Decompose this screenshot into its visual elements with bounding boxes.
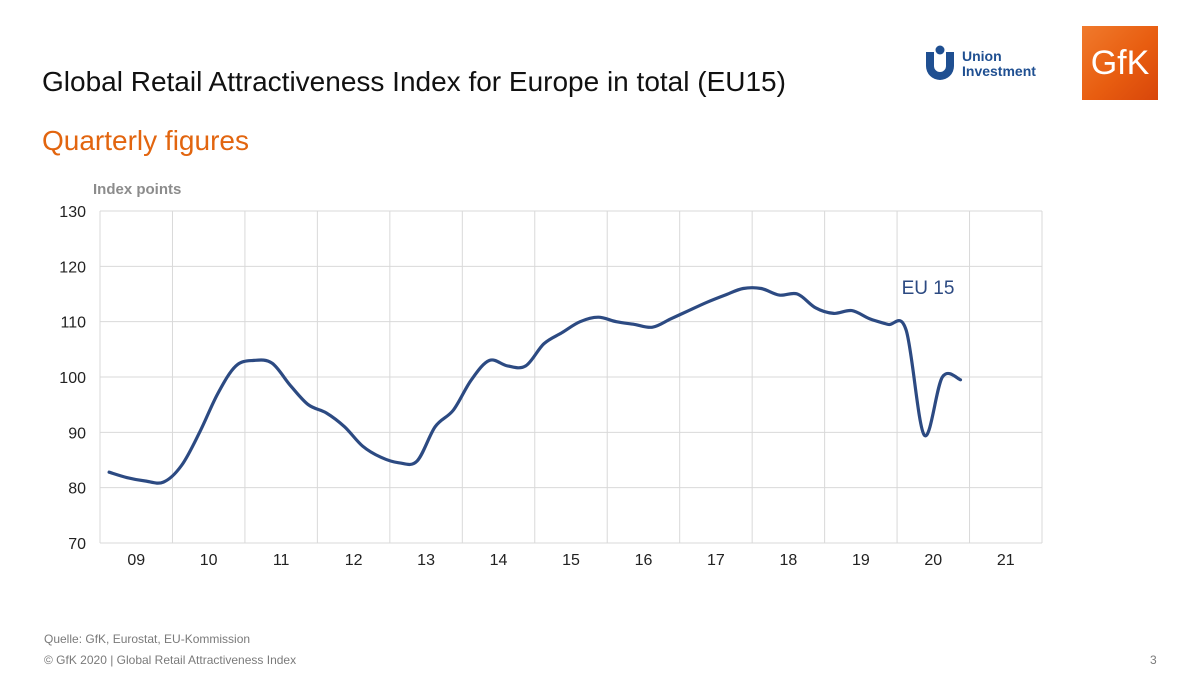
x-tick-label: 19: [852, 552, 870, 569]
y-tick-label: 120: [59, 259, 86, 276]
data-point: [832, 312, 835, 315]
union-investment-icon: [926, 45, 954, 80]
y-tick-labels: 130 120 110 100 90 80 70: [59, 204, 86, 553]
data-point: [705, 301, 708, 304]
x-tick-label: 13: [417, 552, 435, 569]
data-point: [307, 403, 310, 406]
data-point: [289, 384, 292, 387]
x-tick-label: 12: [345, 552, 363, 569]
y-axis-label: Index points: [93, 181, 181, 198]
x-tick-label: 10: [200, 552, 218, 569]
data-point: [252, 359, 255, 362]
data-point: [687, 309, 690, 312]
y-tick-label: 130: [59, 204, 86, 221]
x-tick-label: 16: [635, 552, 653, 569]
data-point: [108, 471, 111, 474]
page-subtitle: Quarterly figures: [42, 125, 249, 156]
data-point: [162, 481, 165, 484]
data-point: [234, 364, 237, 367]
data-point: [850, 309, 853, 312]
data-point: [814, 306, 817, 309]
x-tick-labels: 09 10 11 12 13 14 15 16 17 18 19 20 21: [127, 552, 1014, 569]
x-tick-label: 20: [924, 552, 942, 569]
page-title: Global Retail Attractiveness Index for E…: [42, 66, 786, 97]
footer-source: Quelle: GfK, Eurostat, EU-Kommission: [44, 632, 251, 646]
grid-lines: [99, 210, 1043, 544]
x-tick-label: 15: [562, 552, 580, 569]
data-point: [887, 323, 890, 326]
data-point: [126, 476, 129, 479]
x-tick-label: 11: [273, 552, 290, 569]
union-investment-line1: Union: [962, 48, 1002, 64]
gfk-logo: GfK: [1082, 26, 1158, 100]
data-point: [361, 445, 364, 448]
data-point: [198, 431, 201, 434]
data-point: [180, 464, 183, 467]
x-tick-label: 18: [779, 552, 797, 569]
union-investment-logo: Union Investment: [922, 44, 1062, 84]
page-number: 3: [1150, 653, 1157, 667]
data-point: [669, 317, 672, 320]
data-point: [434, 425, 437, 428]
data-point: [470, 378, 473, 381]
data-point: [923, 434, 926, 437]
data-point: [325, 411, 328, 414]
data-point: [542, 342, 545, 345]
data-point: [597, 316, 600, 319]
data-point: [397, 461, 400, 464]
x-tick-label: 21: [997, 552, 1015, 569]
x-tick-label: 14: [490, 552, 508, 569]
data-point: [343, 425, 346, 428]
union-investment-line2: Investment: [962, 63, 1036, 79]
x-tick-label: 09: [127, 552, 145, 569]
y-tick-label: 90: [68, 425, 86, 442]
series-line-eu15: [107, 286, 963, 485]
data-point: [579, 320, 582, 323]
data-point: [868, 317, 871, 320]
x-tick-label: 17: [707, 552, 725, 569]
data-point: [416, 460, 419, 463]
data-point: [959, 378, 962, 381]
data-point: [796, 293, 799, 296]
data-point: [379, 456, 382, 459]
data-point: [615, 320, 618, 323]
y-tick-label: 70: [68, 536, 86, 553]
data-point: [216, 392, 219, 395]
gfk-wordmark: GfK: [1091, 44, 1150, 82]
data-point: [633, 323, 636, 326]
data-point: [271, 362, 274, 365]
y-tick-label: 110: [60, 315, 86, 332]
data-point: [742, 287, 745, 290]
series-label-eu15: EU 15: [902, 278, 955, 299]
data-point: [941, 376, 944, 379]
data-point: [524, 364, 527, 367]
footer-copyright: © GfK 2020 | Global Retail Attractivenes…: [44, 653, 297, 667]
data-point: [723, 294, 726, 297]
data-point: [905, 328, 908, 331]
data-point: [560, 331, 563, 334]
union-investment-wordmark: Union Investment: [962, 49, 1036, 79]
data-point: [760, 287, 763, 290]
y-tick-label: 100: [59, 370, 86, 387]
data-point: [651, 326, 654, 329]
data-point: [488, 359, 491, 362]
data-point: [452, 409, 455, 412]
data-point: [144, 480, 147, 483]
y-tick-label: 80: [68, 481, 86, 498]
series-layer: [107, 286, 963, 485]
data-point: [506, 364, 509, 367]
gfk-wordmark-icon: GfK: [1091, 44, 1150, 82]
data-point: [778, 294, 781, 297]
